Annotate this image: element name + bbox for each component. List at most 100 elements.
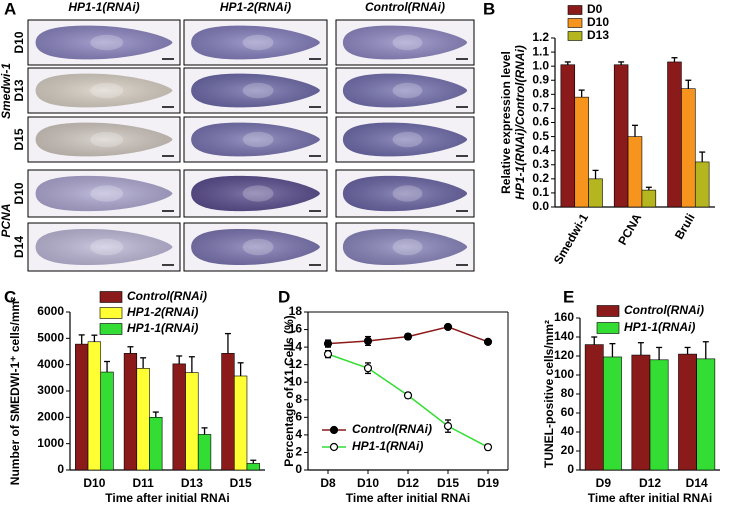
planarian-shade: [342, 25, 468, 60]
y-tick-label: 20: [561, 443, 575, 457]
x-tick-label: D13: [181, 476, 203, 490]
bar: [100, 371, 114, 471]
x-tick-label: D19: [477, 476, 499, 490]
y-tick-label: 8: [295, 392, 302, 406]
marker: [403, 332, 413, 341]
group-label: PCNA: [0, 203, 13, 237]
legend-label: Control(RNAi): [624, 303, 704, 317]
x-tick-label: PCNA: [615, 211, 644, 248]
bar: [603, 356, 622, 471]
row-label: D10: [12, 31, 26, 53]
x-tick-label: D10: [83, 476, 105, 490]
legend-swatch: [567, 31, 583, 41]
marker: [443, 422, 453, 431]
legend-label: HP1-1(RNAi): [127, 321, 198, 335]
planarian-shade: [35, 229, 173, 265]
y-tick-label: 4000: [37, 357, 64, 371]
bar: [246, 463, 260, 471]
x-tick-label: D11: [132, 476, 154, 490]
legend-label: HP1-2(RNAi): [127, 305, 198, 319]
y-tick-label: 0.0: [532, 199, 549, 213]
planarian-shade: [191, 73, 320, 108]
x-tick-label: Smedwi-1: [551, 211, 591, 267]
row-label: D14: [12, 236, 26, 258]
bar: [185, 372, 199, 471]
bar: [613, 64, 629, 208]
x-tick-label: D10: [357, 476, 379, 490]
x-tick-label: D15: [437, 476, 459, 490]
y-tick-label: 5000: [37, 331, 64, 345]
bar: [221, 353, 235, 471]
y-tick-label: 12: [289, 357, 303, 371]
bar: [694, 161, 710, 208]
pharynx: [392, 34, 423, 51]
legend-label: D0: [587, 2, 603, 16]
x-tick-label: D9: [596, 476, 612, 490]
y-tick-label: 3000: [37, 383, 64, 397]
y-tick-label: 16: [289, 322, 303, 336]
marker: [443, 322, 453, 332]
y-tick-label: 120: [554, 348, 574, 362]
row-label: D10: [12, 182, 26, 204]
marker: [483, 337, 493, 346]
legend-swatch: [567, 18, 583, 28]
bar: [678, 353, 697, 471]
bar: [631, 354, 651, 471]
y-tick-label: 140: [554, 329, 574, 343]
x-tick-label: D12: [639, 476, 661, 490]
legend-label: Control(RNAi): [127, 289, 207, 303]
y-tick-label: 0.8: [532, 87, 549, 101]
pharynx: [242, 238, 274, 256]
planarian-shade: [342, 229, 468, 265]
legend-swatch: [99, 307, 123, 319]
y-tick-label: 0.2: [532, 171, 549, 185]
panel-letter: E: [563, 287, 574, 306]
y-tick-label: 0: [567, 462, 574, 476]
bar: [136, 368, 150, 471]
column-header: Control(RNAi): [365, 0, 445, 14]
column-header: HP1-2(RNAi): [220, 0, 291, 14]
y-tick-label: 60: [561, 405, 575, 419]
legend-swatch: [99, 323, 123, 335]
bar: [627, 136, 643, 208]
y-tick-label: 40: [561, 424, 575, 438]
panel-letter: A: [4, 0, 16, 18]
marker: [363, 336, 373, 346]
panel-letter: B: [483, 0, 495, 18]
marker: [483, 443, 493, 452]
x-axis-label: Time after initial RNAi: [105, 491, 229, 505]
y-axis-label: HP1-1(RNAi)/Control(RNAi): [513, 45, 527, 200]
pharynx: [392, 238, 423, 256]
x-tick-label: D8: [320, 476, 336, 490]
pharynx: [90, 185, 124, 202]
legend-swatch: [99, 291, 123, 303]
bar: [149, 417, 163, 471]
y-tick-label: 160: [554, 310, 574, 324]
y-tick-label: 80: [561, 386, 575, 400]
pharynx: [90, 34, 124, 51]
bar: [197, 434, 212, 471]
x-tick-label: D15: [230, 476, 252, 490]
y-tick-label: 10: [289, 374, 303, 388]
planarian-shade: [191, 25, 320, 60]
bar: [560, 64, 576, 208]
pharynx: [90, 82, 124, 99]
y-tick-label: 0.3: [532, 157, 549, 171]
bar: [87, 341, 102, 471]
y-axis-label: Percentage of X1 Cells (%): [282, 315, 296, 466]
bar: [584, 344, 604, 471]
y-tick-label: 1000: [37, 436, 64, 450]
pharynx: [242, 185, 274, 202]
legend-marker: [329, 425, 339, 435]
pharynx: [392, 131, 423, 148]
row-label: D15: [12, 128, 26, 150]
y-tick-label: 0.7: [532, 101, 549, 115]
planarian-shade: [342, 73, 468, 108]
marker: [363, 364, 373, 373]
bar: [588, 178, 603, 208]
bar: [123, 353, 138, 471]
y-tick-label: 1.2: [532, 30, 549, 44]
y-tick-label: 0: [57, 462, 64, 476]
y-axis-label: Number of SMEDWI-1⁺ cells/mm²: [8, 297, 22, 485]
